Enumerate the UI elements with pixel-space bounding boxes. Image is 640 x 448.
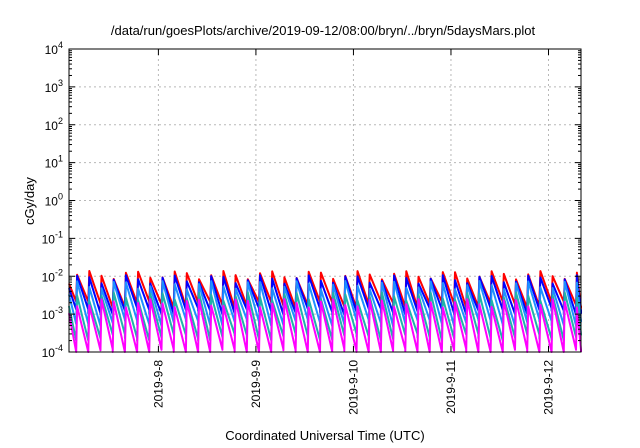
y-tick-label: 104	[45, 40, 63, 57]
chart-title: /data/run/goesPlots/archive/2019-09-12/0…	[111, 23, 536, 38]
ticks	[69, 48, 581, 353]
y-tick-label: 10-2	[42, 267, 63, 284]
y-tick-label: 100	[45, 192, 63, 209]
x-tick-label: 2019-9-8	[151, 360, 165, 408]
y-tick-label: 10-1	[42, 229, 63, 246]
series-line	[68, 298, 582, 353]
y-tick-labels: 104 103 102 101 100 10-1 10-2 10-3 10-4	[42, 40, 63, 360]
x-tick-labels: 2019-9-8 2019-9-9 2019-9-10 2019-9-11 2019-9…	[151, 360, 555, 415]
x-tick-label: 2019-9-10	[346, 360, 360, 415]
x-axis-title: Coordinated Universal Time (UTC)	[225, 428, 424, 443]
y-tick-label: 103	[45, 78, 63, 95]
series-group	[68, 270, 582, 353]
y-tick-label: 101	[45, 154, 63, 171]
x-tick-label: 2019-9-9	[249, 360, 263, 408]
x-tick-label: 2019-9-11	[444, 360, 458, 414]
y-tick-label: 102	[45, 116, 63, 133]
y-tick-label: 10-4	[42, 343, 63, 360]
y-tick-label: 10-3	[42, 305, 63, 322]
x-tick-label: 2019-9-12	[541, 360, 555, 415]
y-axis-title: cGy/day	[22, 177, 37, 225]
